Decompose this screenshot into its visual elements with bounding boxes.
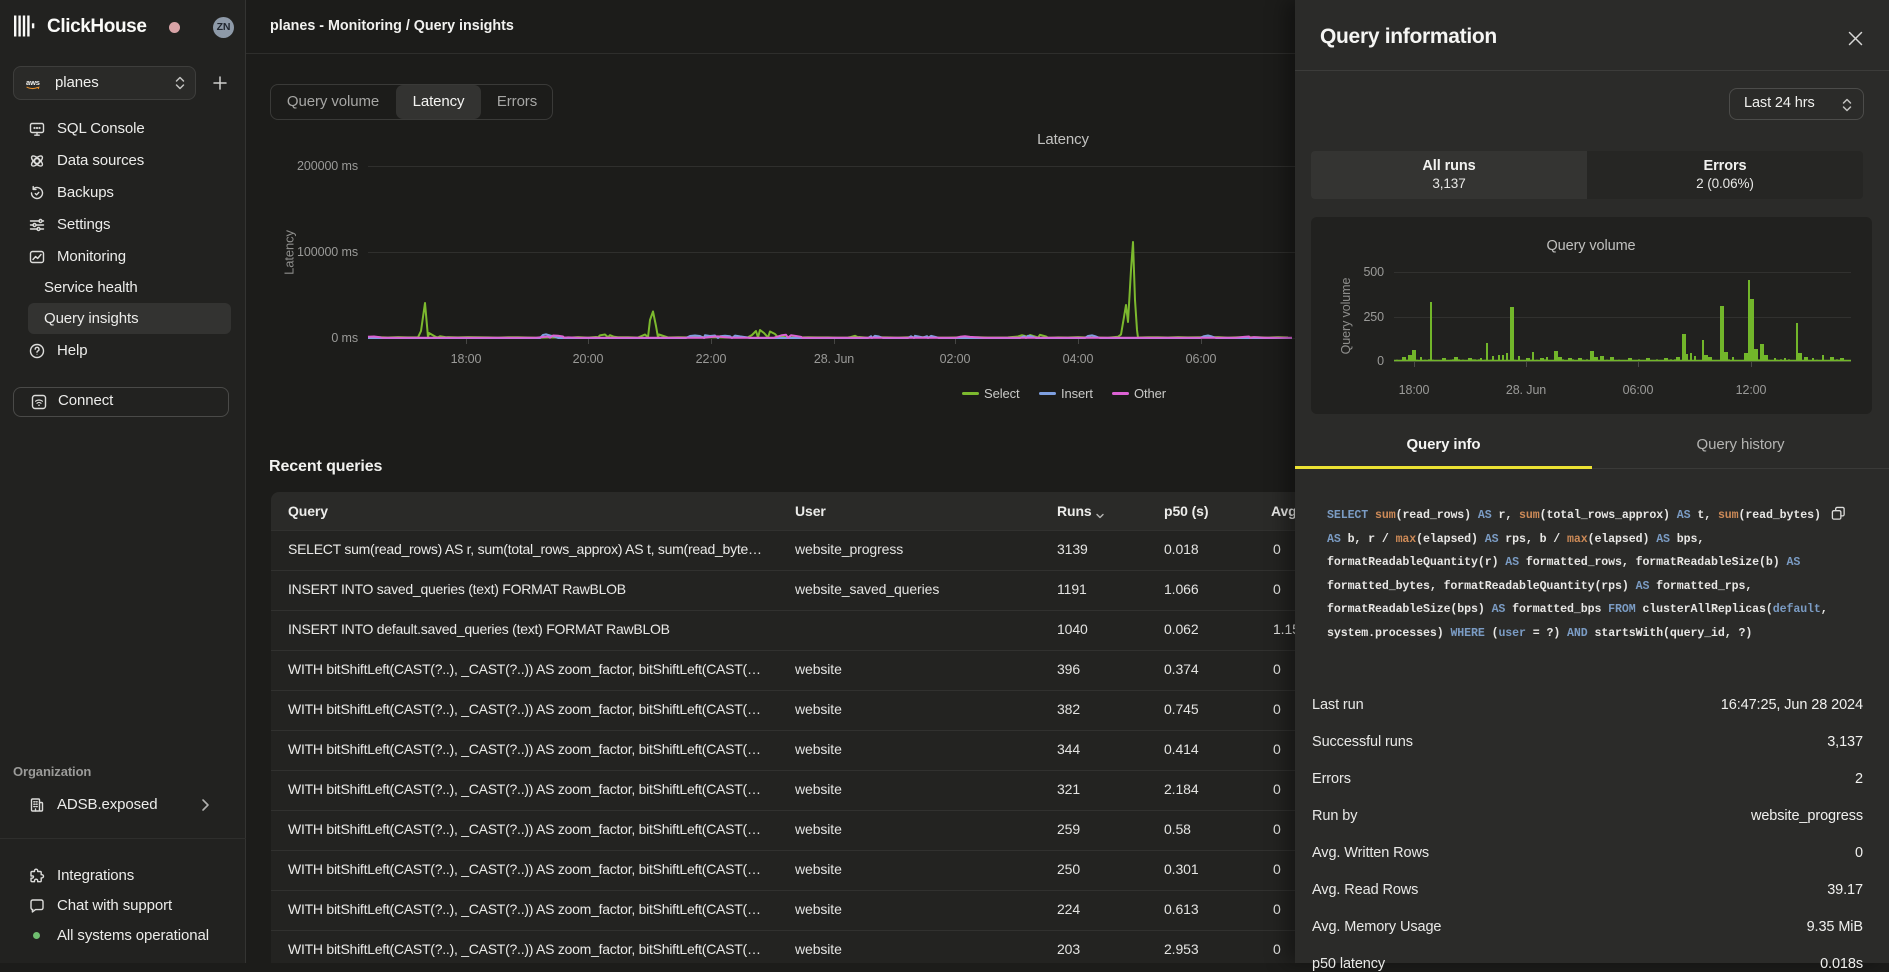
svg-text:aws: aws — [26, 78, 40, 87]
